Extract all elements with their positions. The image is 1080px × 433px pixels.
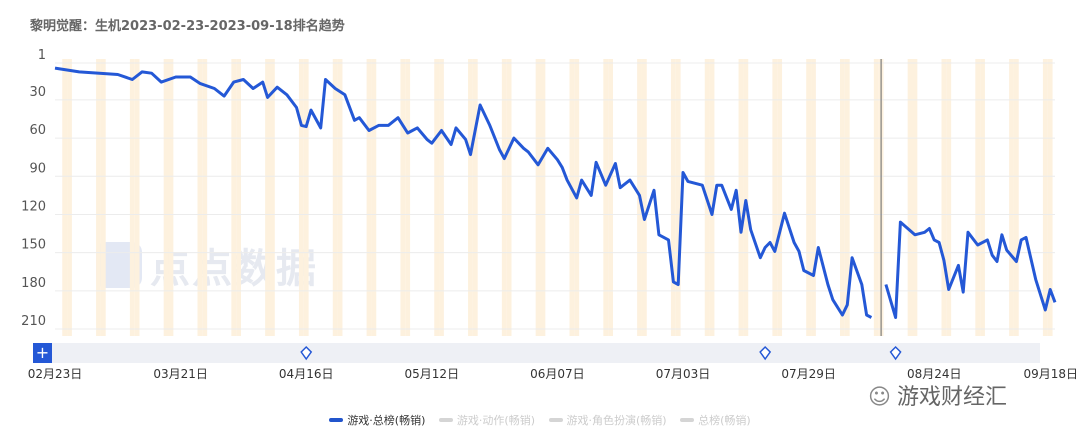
zoom-slider-track[interactable] [33,343,1040,363]
legend-item[interactable]: 总榜(畅销) [680,412,751,428]
y-tick-label: 1 [38,48,46,63]
weekend-band [501,59,507,336]
legend-label: 游戏·动作(畅销) [456,414,535,427]
weekend-band [202,59,208,336]
x-tick-label: 06月07日 [530,367,585,381]
x-tick-label: 08月24日 [907,367,962,381]
x-tick-label: 02月23日 [28,367,83,381]
legend-swatch [548,418,563,422]
weekend-band [1042,59,1048,336]
weekend-band [62,59,68,336]
weekend-band [129,59,135,336]
event-marker-icon[interactable] [300,345,313,361]
weekend-band [912,59,918,336]
weekend-band [439,59,444,336]
event-marker-icon[interactable] [889,345,902,361]
weekend-band [163,59,169,336]
series-line [54,66,1057,319]
chart-title: 黎明觉醒：生机2023-02-23-2023-09-18排名趋势 [30,19,345,34]
weekend-band [873,59,879,336]
weekend-band [96,59,101,336]
weekend-band [777,59,783,336]
weekend-band [1047,59,1053,336]
weekend-band [941,59,947,336]
wechat-watermark-text: 游戏财经汇 [896,385,1007,410]
weekend-band [806,59,812,336]
weekend-band [772,59,778,336]
weekend-band [434,59,440,336]
wechat-watermark: ☺ 游戏财经汇 [868,386,1007,410]
weekend-band [603,59,609,336]
weekend-band [670,59,676,336]
legend-label: 总榜(畅销) [698,414,751,427]
weekend-band [298,59,304,336]
weekend-band [134,59,140,336]
weekend-band [332,59,338,336]
weekend-band [405,59,411,336]
y-tick-label: 90 [29,161,46,176]
weekend-band [535,59,541,336]
weekend-band [468,59,473,336]
weekend-band [366,59,372,336]
x-tick-label: 07月03日 [656,367,711,381]
weekend-band [844,59,850,336]
weekend-band [265,59,270,336]
legend-item[interactable]: 游戏·动作(畅销) [438,412,535,428]
event-marker-icon[interactable] [759,345,772,361]
weekend-band [371,59,377,336]
weekend-band [907,59,913,336]
weekend-band [67,59,72,336]
weekend-band [231,59,237,336]
legend-item[interactable]: 游戏·总榜(畅销) [329,412,425,428]
legend-label: 游戏·总榜(畅销) [347,414,426,427]
y-tick-label: 150 [21,238,46,253]
x-tick-label: 04月16日 [279,367,334,381]
weekend-band [100,59,106,336]
weekend-band [569,59,575,336]
weekend-band [743,59,749,336]
weekend-band [709,59,715,336]
x-tick-label: 05月12日 [405,367,460,381]
weekend-band [303,59,309,336]
legend-item[interactable]: 游戏·角色扮演(畅销) [548,412,667,428]
weekend-band [675,59,681,336]
y-tick-label: 60 [29,123,46,138]
y-tick-label: 180 [21,276,46,291]
plus-icon: + [36,343,49,362]
weekend-band [1013,59,1019,336]
weekend-band [197,59,203,336]
y-tick-label: 30 [29,85,46,100]
weekend-band [840,59,845,336]
weekend-band [946,59,952,336]
weekend-band [540,59,546,336]
wechat-icon: ☺ [868,385,891,410]
weekend-band [168,59,174,336]
weekend-band [400,59,406,336]
weekend-band [980,59,985,336]
zoom-plus-button[interactable] [33,343,52,363]
x-tick-label: 03月21日 [153,367,208,381]
weekend-band [337,59,343,336]
y-tick-label: 210 [21,314,46,329]
x-tick-label: 09月18日 [1023,367,1078,381]
legend-swatch [438,418,453,422]
legend: 游戏·总榜(畅销) 游戏·动作(畅销) 游戏·角色扮演(畅销) 总榜(畅销) [0,412,1080,428]
weekend-band [472,59,478,336]
weekend-band [269,59,275,336]
x-tick-label: 07月29日 [781,367,836,381]
legend-label: 游戏·角色扮演(畅销) [566,414,667,427]
legend-swatch [329,418,344,422]
weekend-band [641,59,647,336]
weekend-band [1009,59,1014,336]
y-tick-label: 120 [21,199,46,214]
weekend-band [975,59,981,336]
weekend-band [236,59,241,336]
weekend-band [738,59,744,336]
weekend-band [811,59,816,336]
legend-swatch [680,418,695,422]
weekend-band [608,59,613,336]
weekend-band [506,59,512,336]
